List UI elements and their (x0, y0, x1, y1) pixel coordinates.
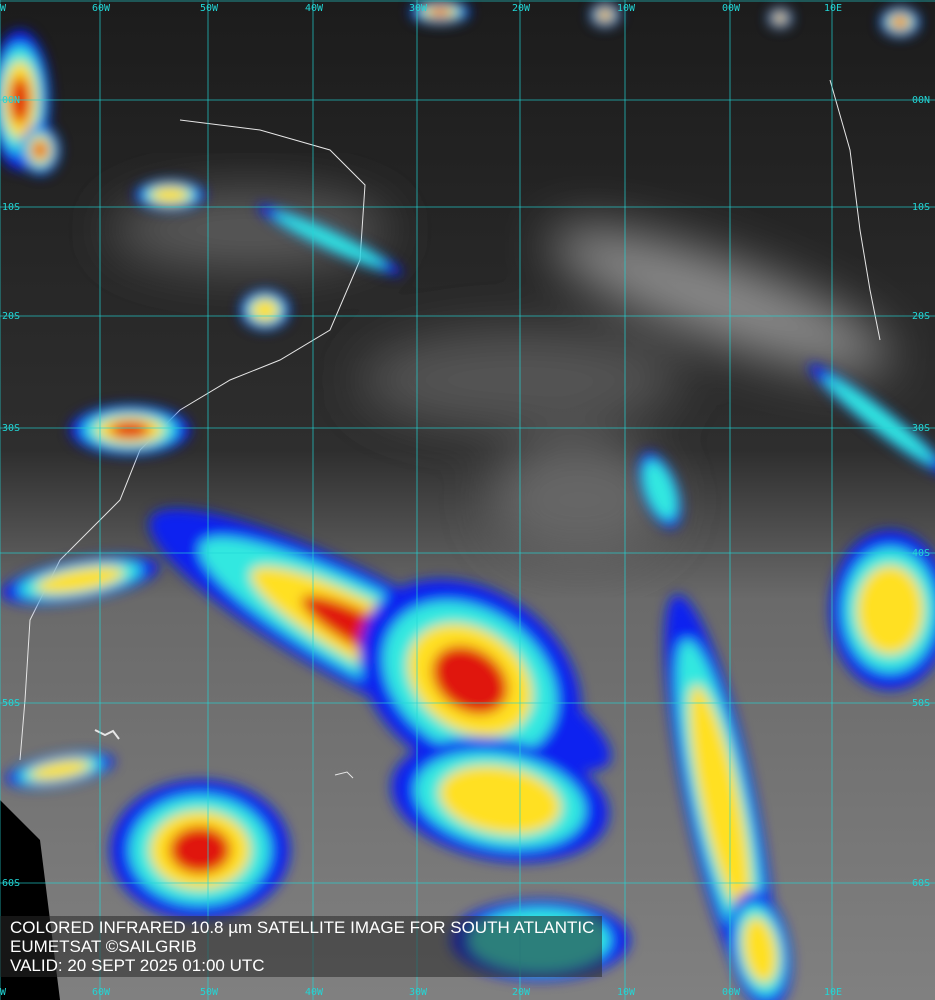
cloud-blob (439, 765, 561, 835)
bottom-lon-label: 60W (92, 987, 111, 998)
cloud-blob (856, 565, 924, 655)
cloud-blob (688, 684, 752, 916)
caption-valid-time: VALID: 20 SEPT 2025 01:00 UTC (10, 956, 265, 975)
cloud-blob (33, 141, 47, 159)
right-lat-label: 10S (912, 202, 931, 213)
right-lat-label: 00N (912, 95, 931, 106)
cloud-blob (109, 421, 151, 439)
left-lat-label: 30S (2, 423, 21, 434)
caption-title: COLORED INFRARED 10.8 µm SATELLITE IMAGE… (10, 918, 595, 937)
bottom-lon-label: 40W (305, 987, 324, 998)
cloud-blob (643, 460, 677, 520)
right-lat-label: 30S (912, 423, 931, 434)
bottom-lon-label: 00W (722, 987, 741, 998)
cloud-blob (169, 826, 231, 874)
top-lon-label: 50W (200, 3, 219, 14)
cloud-blob (150, 186, 190, 204)
cloud-blob (775, 14, 785, 22)
left-lat-label: 50S (2, 698, 21, 709)
top-lon-label: 40W (305, 3, 324, 14)
top-lon-label: 20W (512, 3, 531, 14)
bottom-lon-label: W (0, 987, 7, 998)
top-lon-label: 00W (722, 3, 741, 14)
bottom-lon-label: 10E (824, 987, 843, 998)
cloud-blob (429, 7, 451, 17)
bottom-lon-label: 20W (512, 987, 531, 998)
top-lon-label: 10W (617, 3, 636, 14)
cloud-blob (742, 916, 778, 984)
cloud-blob (599, 10, 611, 20)
right-lat-label: 20S (912, 311, 931, 322)
right-lat-label: 40S (912, 548, 931, 559)
cloud-blob (29, 760, 91, 780)
left-lat-label: 20S (2, 311, 21, 322)
cloud-blob (824, 376, 935, 464)
right-lat-label: 50S (912, 698, 931, 709)
top-lon-label: 30W (409, 3, 428, 14)
cloud-blob (35, 566, 125, 594)
left-lat-label: 60S (2, 878, 21, 889)
bottom-lon-label: 30W (409, 987, 428, 998)
left-lat-label: 10S (2, 202, 21, 213)
top-lon-label: W (0, 3, 7, 14)
top-lon-label: 60W (92, 3, 111, 14)
cloud-blob (893, 16, 907, 28)
bottom-lon-label: 50W (200, 987, 219, 998)
caption-credit: EUMETSAT ©SAILGRIB (10, 937, 197, 956)
cloud-blob (251, 298, 279, 322)
cloud-blob (432, 645, 508, 715)
left-lat-label: 00N (2, 95, 21, 106)
image-caption: COLORED INFRARED 10.8 µm SATELLITE IMAGE… (0, 916, 603, 977)
right-lat-label: 60S (912, 878, 931, 889)
bottom-lon-label: 10W (617, 987, 636, 998)
cloud-blob (273, 212, 387, 268)
top-lon-label: 10E (824, 3, 843, 14)
